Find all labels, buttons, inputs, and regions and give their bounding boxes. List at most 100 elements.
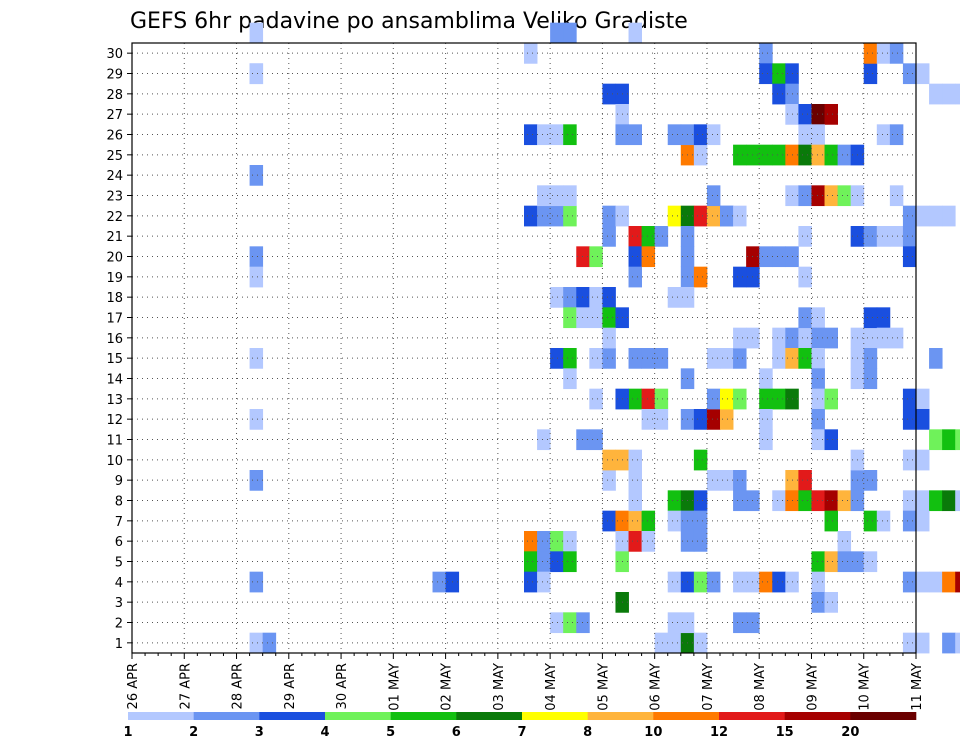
heatmap-cell xyxy=(602,307,616,329)
heatmap-cell xyxy=(563,531,577,552)
heatmap-cell xyxy=(550,348,564,369)
heatmap-cell xyxy=(759,409,773,430)
heatmap-cell xyxy=(249,63,264,85)
y-tick-label: 7 xyxy=(115,515,123,530)
heatmap-cell xyxy=(929,348,943,369)
heatmap-cell xyxy=(916,449,930,471)
heatmap-cell xyxy=(942,429,956,451)
heatmap-cell xyxy=(720,470,734,491)
colorbar-swatch xyxy=(325,712,391,720)
heatmap-cell xyxy=(563,551,577,573)
colorbar-swatch xyxy=(719,712,785,720)
heatmap-cell xyxy=(942,632,956,654)
heatmap-cell xyxy=(249,409,264,430)
heatmap-cell xyxy=(628,531,642,552)
y-tick-label: 15 xyxy=(106,352,123,367)
heatmap-cell xyxy=(863,63,878,85)
heatmap-cell xyxy=(837,490,852,512)
heatmap-cell xyxy=(876,307,891,329)
heatmap-cell xyxy=(876,327,891,349)
heatmap-cell xyxy=(667,612,682,634)
heatmap-cell xyxy=(837,551,852,573)
heatmap-cell xyxy=(602,470,616,491)
heatmap-cell xyxy=(628,22,642,44)
heatmap-cell xyxy=(602,287,616,308)
y-tick-label: 19 xyxy=(106,271,123,286)
heatmap-cell xyxy=(798,185,812,207)
heatmap-cell xyxy=(902,449,917,471)
heatmap-cell xyxy=(902,490,917,512)
heatmap-cell xyxy=(811,592,825,613)
heatmap-cell xyxy=(693,449,708,471)
heatmap-cell xyxy=(889,43,904,64)
heatmap-cell xyxy=(824,185,838,207)
heatmap-cell xyxy=(811,490,825,512)
heatmap-cell xyxy=(955,632,960,654)
heatmap-cell xyxy=(811,307,825,329)
heatmap-cell xyxy=(693,409,708,430)
heatmap-cell xyxy=(889,185,904,207)
colorbar-label: 1 xyxy=(123,725,132,740)
heatmap-cell xyxy=(550,22,564,44)
heatmap-cells xyxy=(249,22,960,654)
heatmap-cell xyxy=(576,287,590,308)
heatmap-cell xyxy=(798,307,812,329)
heatmap-cell xyxy=(537,185,551,207)
heatmap-cell xyxy=(550,124,564,146)
heatmap-cell xyxy=(693,632,708,654)
heatmap-cell xyxy=(824,144,838,166)
heatmap-cell xyxy=(916,632,930,654)
heatmap-cell xyxy=(628,266,642,288)
heatmap-cell xyxy=(772,83,786,105)
heatmap-cell xyxy=(706,348,721,369)
heatmap-cell xyxy=(811,185,825,207)
heatmap-cell xyxy=(706,571,721,593)
heatmap-cell xyxy=(563,612,577,634)
heatmap-cell xyxy=(824,490,838,512)
y-tick-label: 21 xyxy=(106,230,123,245)
heatmap-cell xyxy=(798,104,812,125)
heatmap-cell xyxy=(772,144,786,166)
heatmap-cell xyxy=(706,205,721,227)
x-tick-label: 28 APR xyxy=(231,663,246,709)
y-tick-label: 17 xyxy=(106,312,123,327)
heatmap-cell xyxy=(733,470,747,491)
heatmap-cell xyxy=(798,144,812,166)
colorbar-label: 15 xyxy=(776,725,794,740)
heatmap-cell xyxy=(693,510,708,532)
heatmap-cell xyxy=(563,307,577,329)
y-tick-label: 8 xyxy=(115,495,123,510)
colorbar-label: 2 xyxy=(189,725,198,740)
y-tick-label: 16 xyxy=(106,332,123,347)
heatmap-cell xyxy=(837,144,852,166)
heatmap-cell xyxy=(563,287,577,308)
heatmap-cell xyxy=(889,327,904,349)
heatmap-cell xyxy=(798,327,812,349)
x-tick-label: 30 APR xyxy=(335,663,350,709)
heatmap-cell xyxy=(759,246,773,268)
heatmap-cell xyxy=(929,83,943,105)
y-tick-label: 22 xyxy=(106,210,123,225)
heatmap-cell xyxy=(824,510,838,532)
heatmap-cell xyxy=(563,348,577,369)
heatmap-cell xyxy=(563,185,577,207)
heatmap-cell xyxy=(628,348,642,369)
heatmap-cell xyxy=(654,226,669,247)
heatmap-cell xyxy=(798,348,812,369)
x-tick-label: 26 APR xyxy=(126,663,141,709)
y-tick-label: 12 xyxy=(106,413,123,428)
heatmap-cell xyxy=(798,470,812,491)
heatmap-cell xyxy=(576,246,590,268)
heatmap-cell xyxy=(576,307,590,329)
heatmap-cell xyxy=(524,43,538,64)
heatmap-cell xyxy=(602,226,616,247)
heatmap-cell xyxy=(824,327,838,349)
heatmap-cell xyxy=(916,205,930,227)
colorbar-swatch xyxy=(850,712,917,720)
x-tick-label: 06 MAY xyxy=(649,663,664,711)
heatmap-cell xyxy=(733,205,747,227)
heatmap-cell xyxy=(576,612,590,634)
heatmap-cell xyxy=(955,490,960,512)
y-tick-label: 18 xyxy=(106,291,123,306)
